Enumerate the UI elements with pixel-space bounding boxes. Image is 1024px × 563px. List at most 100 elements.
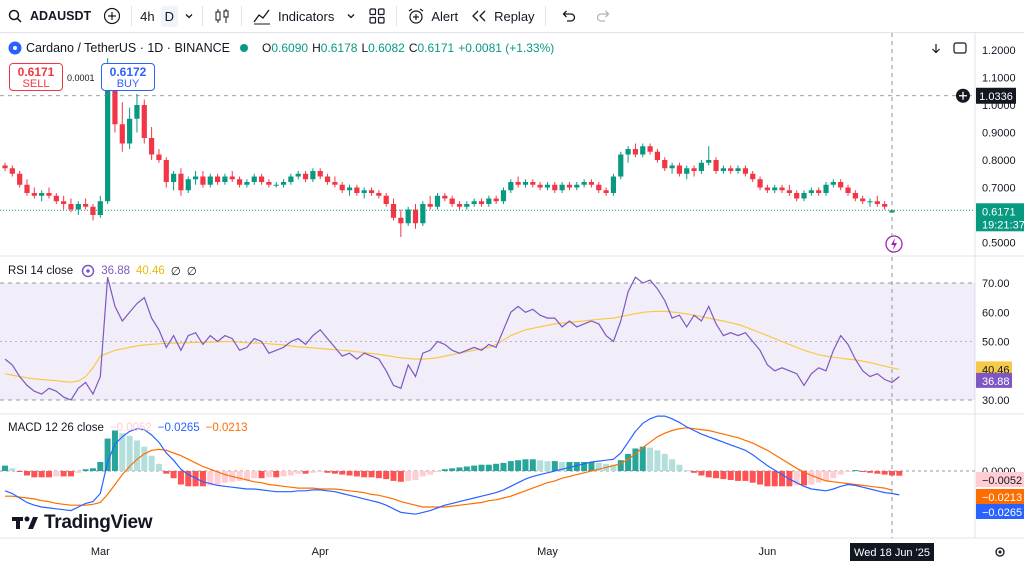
macd-histogram-bar [133, 440, 140, 471]
interval-dropdown[interactable] [180, 0, 198, 33]
macd-histogram-bar [324, 471, 331, 473]
candle-body [464, 204, 470, 207]
low-label: L [361, 41, 369, 55]
macd-histogram-bar [383, 471, 390, 480]
open-value: 0.6090 [271, 41, 309, 55]
candle-body [214, 176, 221, 182]
candle-body [566, 184, 573, 188]
indicators-dropdown[interactable] [340, 0, 362, 33]
macd-histogram-bar [75, 471, 82, 473]
rsi-lines [4, 276, 900, 401]
macd-histogram-bar [353, 471, 360, 477]
macd-histogram-bar [441, 469, 448, 471]
chart-type-button[interactable] [207, 0, 237, 33]
interval-4h[interactable]: 4h [140, 8, 155, 24]
candle-body [17, 173, 23, 185]
macd-histogram-bar [896, 471, 903, 476]
macd-group [2, 415, 903, 515]
candle-body [273, 184, 279, 186]
settings-gear-icon[interactable] [995, 547, 1005, 557]
candle-body [669, 165, 675, 169]
macd-histogram-bar [427, 471, 434, 475]
macd-hist-value: −0.0052 [109, 422, 152, 434]
macd-histogram-bar [199, 471, 206, 487]
rsi-ma-axis-label-bg [976, 361, 1012, 377]
macd-histogram-bar [852, 470, 859, 472]
fullscreen-button[interactable] [953, 42, 967, 54]
candle-body [376, 193, 382, 196]
candle-body [618, 154, 624, 177]
candle-body [530, 182, 536, 185]
candle-body [852, 193, 858, 199]
macd-histogram-bar [683, 470, 690, 472]
interval-1d-label: D [160, 5, 178, 27]
candle-body [207, 176, 213, 185]
macd-histogram-bar [551, 461, 558, 471]
compare-button[interactable] [97, 0, 127, 33]
price-axis[interactable]: 1.20001.10001.00000.90000.80000.70000.50… [982, 45, 1016, 250]
rsi-ma-line [4, 310, 900, 383]
macd-histogram-bar [16, 471, 23, 472]
macd-histogram-bar [632, 448, 639, 471]
macd-histogram-bar [845, 471, 852, 472]
candle-body [163, 160, 169, 182]
candle-body [53, 195, 59, 202]
scroll-down-button[interactable] [932, 44, 940, 54]
crosshair-add-button[interactable] [956, 88, 970, 103]
top-toolbar: ADAUSDT 4h D Indicators Alert Replay [0, 0, 1024, 33]
macd-histogram-bar [647, 447, 654, 471]
price-tick-label: 0.5000 [982, 238, 1016, 250]
buy-button[interactable]: 0.6172 BUY [101, 63, 155, 91]
rsi-axis-label: 36.88 [982, 376, 1010, 388]
chart-area[interactable]: 1.20001.10001.00000.90000.80000.70000.50… [0, 33, 1024, 563]
macd-histogram-bar [412, 471, 419, 480]
time-axis[interactable]: Mar Apr May Jun [91, 546, 776, 558]
templates-button[interactable] [362, 0, 392, 33]
candle-body [632, 149, 639, 155]
macd-histogram-bar [735, 471, 742, 481]
candle-body [251, 176, 257, 182]
macd-legend: MACD 12 26 close −0.0052 −0.0265 −0.0213 [8, 422, 248, 434]
candle-body [288, 176, 294, 182]
macd-axis[interactable]: 0.0000−0.0052−0.0213−0.0265 [976, 466, 1024, 519]
candle-body [794, 193, 800, 199]
alert-button[interactable]: Alert [401, 0, 464, 33]
tv-logo-icon [12, 516, 38, 529]
macd-histogram-bar [23, 471, 30, 476]
symbol-search[interactable]: ADAUSDT [0, 0, 97, 33]
macd-axis-label: −0.0213 [982, 492, 1022, 504]
candle-body [339, 184, 345, 191]
lightning-icon[interactable] [885, 235, 903, 253]
price-tick-label: 0.9000 [982, 128, 1016, 140]
add-symbol-icon [104, 7, 121, 25]
sell-button[interactable]: 0.6171 SELL [9, 63, 63, 91]
candle-body [192, 176, 199, 180]
replay-button[interactable]: Replay [464, 0, 540, 33]
macd-histogram-bar [82, 469, 89, 471]
indicators-button[interactable]: Indicators [246, 0, 340, 33]
candle-body [383, 195, 389, 204]
candle-body [332, 182, 338, 185]
macd-axis-label: −0.0052 [982, 475, 1022, 487]
candle-body [412, 209, 419, 224]
macd-histogram-bar [9, 468, 16, 471]
macd-histogram-bar [434, 471, 441, 472]
candle-body [302, 173, 309, 180]
candle-body [9, 168, 15, 174]
interval-1d[interactable]: D [159, 0, 180, 33]
candle-body [478, 201, 485, 204]
tradingview-logo[interactable]: TradingView [12, 512, 153, 534]
data-window-icon[interactable] [81, 264, 95, 278]
candle-body [171, 173, 177, 182]
macd-histogram-bar [273, 471, 280, 478]
candle-body [823, 184, 829, 193]
redo-button[interactable] [586, 0, 622, 33]
candle-body [874, 201, 880, 204]
macd-histogram-bar [170, 471, 177, 479]
macd-histogram-bar [97, 462, 104, 471]
macd-histogram-bar [507, 461, 514, 471]
candle-body [127, 118, 133, 144]
macd-name: MACD 12 26 close [8, 422, 104, 434]
undo-button[interactable] [550, 0, 586, 33]
